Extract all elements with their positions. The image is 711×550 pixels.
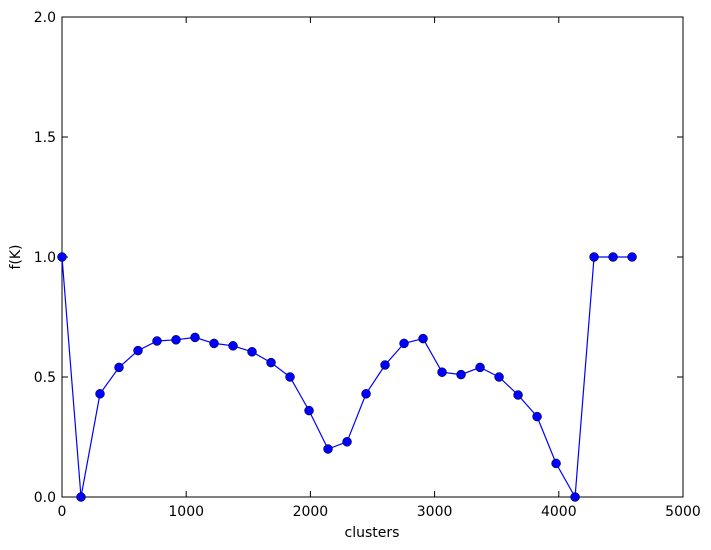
point [532, 411, 542, 422]
point [209, 338, 219, 349]
point [228, 341, 238, 351]
point [95, 389, 105, 399]
point [76, 492, 86, 502]
y-tick-label: 1.0 [34, 250, 56, 266]
x-tick-label: 4000 [541, 504, 577, 520]
x-tick-label: 1000 [168, 504, 204, 520]
y-tick-label: 2.0 [34, 10, 56, 26]
x-tick-label: 5000 [665, 504, 701, 520]
point [361, 389, 371, 399]
point [285, 372, 295, 382]
point [323, 444, 333, 454]
point [570, 492, 580, 502]
point [342, 437, 352, 447]
x-tick-label: 2000 [293, 504, 329, 520]
point [475, 362, 485, 373]
point [133, 345, 143, 356]
point [627, 252, 637, 262]
series-line [61, 256, 633, 500]
point [266, 357, 276, 368]
x-tick-label: 3000 [417, 504, 453, 520]
point [456, 369, 466, 380]
point [513, 390, 523, 400]
point [114, 362, 124, 373]
point [418, 333, 428, 344]
y-tick-label: 0.0 [34, 490, 56, 506]
point [437, 367, 447, 377]
point [190, 332, 200, 343]
y-tick-label: 0.5 [34, 370, 56, 386]
x-axis-label: clusters [345, 525, 400, 541]
x-tick-label: 0 [58, 504, 67, 520]
point [494, 372, 504, 382]
y-tick-label: 1.5 [34, 130, 56, 146]
point [380, 360, 390, 370]
y-axis-label: f(K) [8, 244, 24, 269]
point [304, 405, 314, 416]
point [399, 338, 409, 349]
point [171, 335, 181, 345]
point [57, 252, 67, 262]
point [152, 336, 162, 346]
point [608, 252, 618, 262]
point [589, 252, 599, 262]
point [551, 458, 561, 469]
point [247, 347, 257, 357]
